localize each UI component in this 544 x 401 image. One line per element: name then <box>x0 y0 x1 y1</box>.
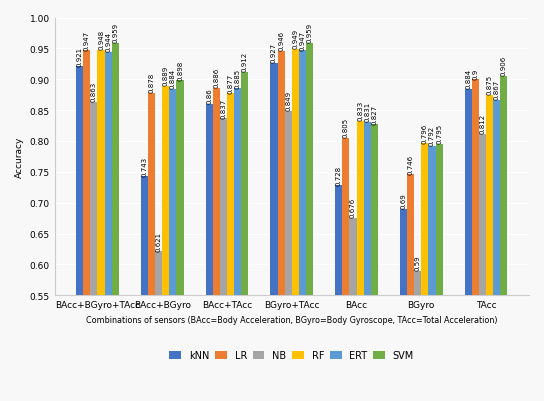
Text: 0.946: 0.946 <box>278 31 284 51</box>
Text: 0.947: 0.947 <box>84 30 90 51</box>
Text: 0.948: 0.948 <box>98 30 104 50</box>
Text: 0.59: 0.59 <box>415 255 421 270</box>
Bar <box>141 177 148 401</box>
Text: 0.867: 0.867 <box>494 79 500 100</box>
Text: 0.875: 0.875 <box>487 75 493 95</box>
Bar <box>500 76 508 401</box>
Text: 0.792: 0.792 <box>429 126 435 146</box>
Bar <box>227 94 234 401</box>
Bar <box>169 90 176 401</box>
Bar <box>356 121 363 401</box>
Bar <box>299 51 306 401</box>
Bar <box>285 111 292 401</box>
Text: 0.912: 0.912 <box>242 52 248 72</box>
Bar <box>104 53 112 401</box>
Bar <box>349 218 356 401</box>
Text: 0.959: 0.959 <box>112 23 118 43</box>
Text: 0.86: 0.86 <box>206 88 212 104</box>
Bar <box>97 51 104 401</box>
Bar <box>292 50 299 401</box>
Bar <box>277 52 285 401</box>
Text: 0.906: 0.906 <box>501 55 507 76</box>
Bar <box>335 186 342 401</box>
Text: 0.69: 0.69 <box>400 193 406 209</box>
Text: 0.927: 0.927 <box>271 43 277 63</box>
Bar <box>400 209 407 401</box>
Text: 0.796: 0.796 <box>422 123 428 144</box>
Text: 0.884: 0.884 <box>170 69 176 89</box>
Bar <box>234 89 241 401</box>
Bar <box>429 146 436 401</box>
Bar <box>83 51 90 401</box>
Text: 0.805: 0.805 <box>343 118 349 138</box>
Bar <box>90 103 97 401</box>
Text: 0.944: 0.944 <box>105 32 111 52</box>
Text: 0.831: 0.831 <box>364 102 370 122</box>
Text: 0.886: 0.886 <box>213 68 219 88</box>
Text: 0.833: 0.833 <box>357 101 363 121</box>
Legend: kNN, LR, NB, RF, ERT, SVM: kNN, LR, NB, RF, ERT, SVM <box>170 350 414 360</box>
Bar <box>148 93 155 401</box>
Bar <box>241 73 249 401</box>
Bar <box>155 252 162 401</box>
Bar <box>493 100 500 401</box>
Text: 0.959: 0.959 <box>307 23 313 43</box>
Bar <box>414 271 421 401</box>
Text: 0.889: 0.889 <box>163 66 169 86</box>
Text: 0.746: 0.746 <box>407 154 413 174</box>
Text: 0.878: 0.878 <box>149 73 154 93</box>
Text: 0.676: 0.676 <box>350 197 356 217</box>
Bar <box>76 67 83 401</box>
Text: 0.812: 0.812 <box>479 113 485 134</box>
Bar <box>363 123 371 401</box>
Text: 0.863: 0.863 <box>91 82 97 102</box>
Text: 0.9: 0.9 <box>472 68 478 79</box>
Text: 0.728: 0.728 <box>336 165 342 185</box>
Text: 0.947: 0.947 <box>299 30 306 51</box>
Text: 0.837: 0.837 <box>220 98 226 118</box>
Bar <box>306 44 313 401</box>
Text: 0.884: 0.884 <box>465 69 471 89</box>
Bar <box>162 87 169 401</box>
Bar <box>270 63 277 401</box>
Bar <box>407 175 414 401</box>
Bar <box>472 80 479 401</box>
Bar <box>371 125 378 401</box>
Bar <box>213 89 220 401</box>
Bar <box>479 134 486 401</box>
Bar <box>486 95 493 401</box>
Bar <box>220 119 227 401</box>
Text: 0.898: 0.898 <box>177 61 183 81</box>
Text: 0.949: 0.949 <box>292 29 298 49</box>
X-axis label: Combinations of sensors (BAcc=Body Acceleration, BGyro=Body Gyroscope, TAcc=Tota: Combinations of sensors (BAcc=Body Accel… <box>86 315 498 324</box>
Text: 0.877: 0.877 <box>227 73 233 93</box>
Bar <box>436 145 443 401</box>
Text: 0.621: 0.621 <box>156 231 162 251</box>
Bar <box>112 44 119 401</box>
Bar <box>176 81 184 401</box>
Bar <box>421 144 429 401</box>
Bar <box>342 138 349 401</box>
Text: 0.743: 0.743 <box>141 156 147 176</box>
Text: 0.849: 0.849 <box>285 91 291 111</box>
Text: 0.885: 0.885 <box>234 69 240 89</box>
Text: 0.921: 0.921 <box>77 47 83 67</box>
Text: 0.827: 0.827 <box>372 104 378 124</box>
Y-axis label: Accuracy: Accuracy <box>15 136 24 178</box>
Bar <box>465 90 472 401</box>
Text: 0.795: 0.795 <box>436 124 442 144</box>
Bar <box>206 105 213 401</box>
